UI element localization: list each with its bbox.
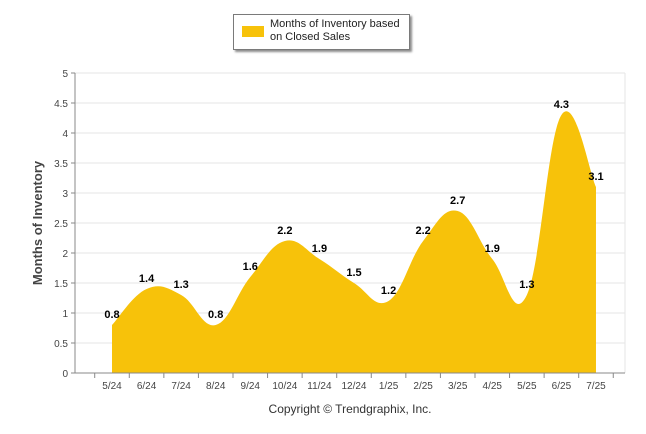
data-label: 1.6 [243, 261, 258, 273]
y-tick-label: 3.5 [54, 159, 68, 170]
legend: Months of Inventory based on Closed Sale… [233, 14, 410, 50]
series-area [112, 111, 596, 374]
copyright-text: Copyright © Trendgraphix, Inc. [268, 402, 432, 416]
y-tick-label: 2.5 [54, 219, 68, 230]
x-tick-label: 9/24 [241, 381, 261, 392]
x-tick-label: 5/25 [517, 381, 537, 392]
data-label: 1.5 [346, 267, 361, 279]
data-label: 2.2 [277, 225, 292, 237]
data-label: 1.3 [173, 279, 188, 291]
y-tick-label: 0 [62, 369, 68, 380]
data-label: 0.8 [104, 309, 119, 321]
data-label: 1.9 [485, 243, 500, 255]
x-tick-label: 8/24 [206, 381, 226, 392]
data-label: 4.3 [554, 99, 569, 111]
x-tick-label: 10/24 [272, 381, 297, 392]
x-tick-labels: 5/24 6/24 7/24 8/24 9/24 10/24 11/24 12/24 1/25 2… [102, 381, 606, 392]
x-tick-label: 6/24 [137, 381, 157, 392]
x-tick-label: 12/24 [341, 381, 366, 392]
data-label: 3.1 [588, 171, 603, 183]
y-tick-label: 4 [62, 129, 68, 140]
x-tick-label: 6/25 [552, 381, 572, 392]
data-label: 1.3 [519, 279, 534, 291]
data-label: 1.9 [312, 243, 327, 255]
y-tick-label: 2 [62, 249, 68, 260]
x-tick-label: 7/25 [586, 381, 606, 392]
data-label: 2.2 [415, 225, 430, 237]
data-labels: 0.8 1.4 1.3 0.8 1.6 2.2 1.9 1.5 1.2 2.2 2.7 1.9 1.3 4… [104, 99, 603, 321]
x-tick-label: 2/25 [413, 381, 433, 392]
y-tick-label: 1.5 [54, 279, 68, 290]
legend-swatch [242, 26, 264, 37]
x-tick-label: 7/24 [171, 381, 191, 392]
data-label: 1.4 [139, 273, 155, 285]
y-axis-label: Months of Inventory [30, 160, 45, 285]
y-tick-label: 0.5 [54, 339, 68, 350]
data-label: 0.8 [208, 309, 223, 321]
x-tick-label: 11/24 [307, 381, 332, 392]
x-tick-label: 5/24 [102, 381, 122, 392]
y-tick-label: 4.5 [54, 99, 68, 110]
series-area-fill [112, 111, 596, 374]
data-label: 1.2 [381, 285, 396, 297]
y-tick-label: 5 [62, 69, 68, 80]
data-label: 2.7 [450, 195, 465, 207]
axes [71, 72, 625, 378]
y-tick-label: 3 [62, 189, 68, 200]
x-tick-label: 3/25 [448, 381, 468, 392]
x-tick-label: 1/25 [379, 381, 399, 392]
x-tick-label: 4/25 [483, 381, 503, 392]
y-tick-labels: 0 0.5 1 1.5 2 2.5 3 3.5 4 4.5 5 [54, 69, 68, 380]
legend-label: Months of Inventory based on Closed Sale… [270, 18, 406, 44]
legend-label-line1: Months of Inventory based [270, 18, 400, 30]
legend-label-line2: on Closed Sales [270, 31, 351, 43]
y-tick-label: 1 [62, 309, 68, 320]
